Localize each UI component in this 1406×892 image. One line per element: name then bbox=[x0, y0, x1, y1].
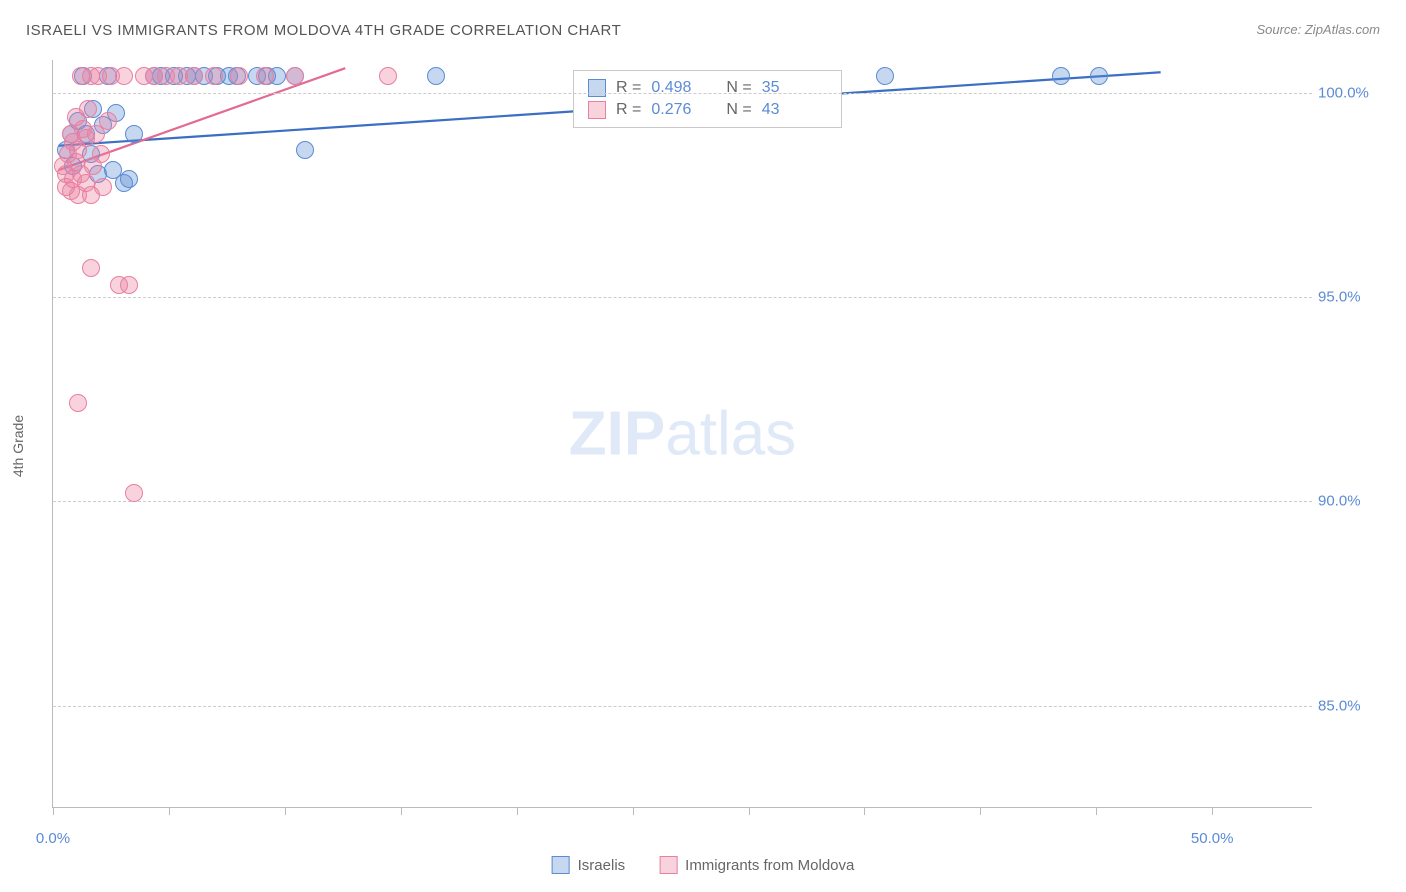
source-attribution: Source: ZipAtlas.com bbox=[1256, 22, 1380, 37]
point-israelis bbox=[1090, 67, 1108, 85]
x-tick-label: 50.0% bbox=[1191, 830, 1234, 847]
point-israelis bbox=[125, 125, 143, 143]
n-value-moldova: 43 bbox=[762, 101, 827, 119]
trend-lines-svg bbox=[53, 60, 1312, 807]
point-moldova bbox=[82, 259, 100, 277]
x-tick bbox=[285, 807, 286, 815]
x-tick-label: 0.0% bbox=[36, 830, 70, 847]
point-moldova bbox=[79, 100, 97, 118]
x-tick bbox=[53, 807, 54, 815]
gridline-h bbox=[53, 501, 1312, 502]
legend-label-israelis: Israelis bbox=[578, 857, 626, 874]
x-tick bbox=[401, 807, 402, 815]
y-tick-label: 95.0% bbox=[1318, 289, 1388, 306]
r-value-moldova: 0.276 bbox=[651, 101, 716, 119]
n-label: N = bbox=[726, 101, 751, 119]
y-axis-label: 4th Grade bbox=[10, 415, 26, 477]
y-tick-label: 90.0% bbox=[1318, 493, 1388, 510]
n-label: N = bbox=[726, 79, 751, 97]
legend-item-israelis: Israelis bbox=[552, 856, 626, 874]
x-tick bbox=[517, 807, 518, 815]
legend-item-moldova: Immigrants from Moldova bbox=[659, 856, 854, 874]
point-israelis bbox=[296, 141, 314, 159]
n-value-israelis: 35 bbox=[762, 79, 827, 97]
gridline-h bbox=[53, 93, 1312, 94]
point-moldova bbox=[205, 67, 223, 85]
point-moldova bbox=[69, 394, 87, 412]
point-israelis bbox=[876, 67, 894, 85]
y-tick-label: 85.0% bbox=[1318, 697, 1388, 714]
y-tick-label: 100.0% bbox=[1318, 84, 1388, 101]
plot-area: ZIPatlas R =0.498N =35R =0.276N =43 85.0… bbox=[52, 60, 1312, 808]
point-moldova bbox=[92, 145, 110, 163]
r-value-israelis: 0.498 bbox=[651, 79, 716, 97]
point-israelis bbox=[120, 170, 138, 188]
watermark-light: atlas bbox=[665, 399, 796, 468]
point-moldova bbox=[256, 67, 274, 85]
point-moldova bbox=[286, 67, 304, 85]
point-israelis bbox=[427, 67, 445, 85]
bottom-legend: Israelis Immigrants from Moldova bbox=[552, 856, 855, 874]
point-moldova bbox=[94, 178, 112, 196]
legend-label-moldova: Immigrants from Moldova bbox=[685, 857, 854, 874]
r-label: R = bbox=[616, 79, 641, 97]
x-tick bbox=[980, 807, 981, 815]
x-tick bbox=[1096, 807, 1097, 815]
point-moldova bbox=[125, 484, 143, 502]
swatch-moldova bbox=[588, 101, 606, 119]
stats-row-israelis: R = 0.498 N = 35 bbox=[588, 77, 827, 99]
legend-swatch-israelis bbox=[552, 856, 570, 874]
point-israelis bbox=[1052, 67, 1070, 85]
gridline-h bbox=[53, 706, 1312, 707]
x-tick bbox=[864, 807, 865, 815]
legend-swatch-moldova bbox=[659, 856, 677, 874]
x-tick bbox=[633, 807, 634, 815]
point-moldova bbox=[115, 67, 133, 85]
point-moldova bbox=[379, 67, 397, 85]
r-label: R = bbox=[616, 101, 641, 119]
watermark: ZIPatlas bbox=[569, 398, 796, 469]
point-moldova bbox=[230, 67, 248, 85]
point-moldova bbox=[99, 112, 117, 130]
point-moldova bbox=[120, 276, 138, 294]
point-moldova bbox=[185, 67, 203, 85]
x-tick bbox=[169, 807, 170, 815]
chart-title: ISRAELI VS IMMIGRANTS FROM MOLDOVA 4TH G… bbox=[26, 22, 621, 39]
stats-row-moldova: R = 0.276 N = 43 bbox=[588, 99, 827, 121]
swatch-israelis bbox=[588, 79, 606, 97]
stats-legend-box: R = 0.498 N = 35 R = 0.276 N = 43 bbox=[573, 70, 842, 128]
x-tick bbox=[1212, 807, 1213, 815]
watermark-bold: ZIP bbox=[569, 399, 665, 468]
gridline-h bbox=[53, 297, 1312, 298]
x-tick bbox=[749, 807, 750, 815]
